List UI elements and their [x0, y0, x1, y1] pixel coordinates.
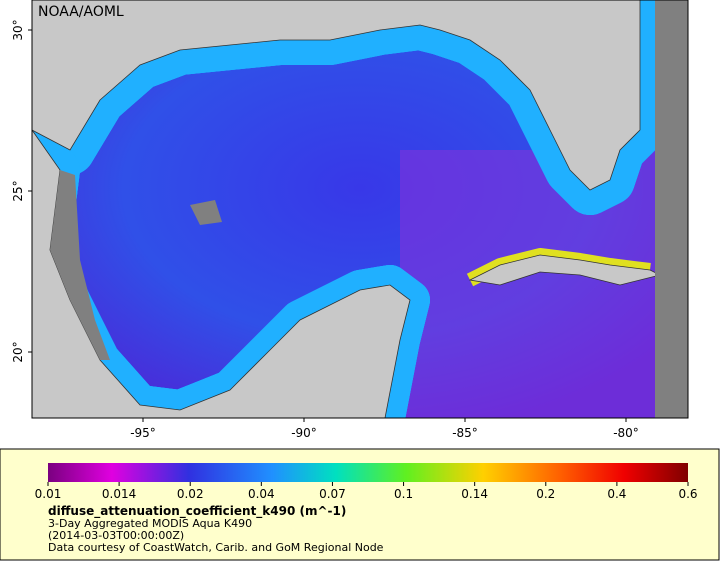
- colorbar-tick-label: 0.04: [248, 487, 275, 501]
- lat-tick-label: 20°: [11, 341, 25, 362]
- colorbar-tick-label: 0.07: [319, 487, 346, 501]
- no-data: [190, 200, 222, 225]
- legend-source: Data courtesy of CoastWatch, Carib. and …: [48, 541, 384, 554]
- map-area: [32, 0, 688, 418]
- colorbar-tick-label: 0.14: [461, 487, 488, 501]
- colorbar-tick-label: 0.01: [35, 487, 62, 501]
- no-data: [50, 170, 110, 360]
- credit: NOAA/AOML: [38, 4, 124, 20]
- colorbar-ticks: 0.01 0.014 0.02 0.04 0.07 0.1 0.14 0.2 0.4 0.6: [35, 482, 698, 501]
- legend-variable: diffuse_attenuation_coefficient_k490 (m^…: [48, 504, 346, 519]
- lat-ticks: 30° 25° 20°: [11, 19, 32, 363]
- colorbar-tick-label: 0.2: [536, 487, 555, 501]
- legend-product: 3-Day Aggregated MODIS Aqua K490: [48, 517, 252, 530]
- legend-time: (2014-03-03T00:00:00Z): [48, 529, 184, 542]
- lat-tick-label: 25°: [11, 180, 25, 201]
- colorbar: [48, 463, 688, 482]
- lon-tick-label: -90°: [291, 426, 317, 440]
- colorbar-tick-label: 0.014: [102, 487, 136, 501]
- lon-tick-label: -95°: [130, 426, 156, 440]
- lat-tick-label: 30°: [11, 19, 25, 40]
- colorbar-tick-label: 0.1: [394, 487, 413, 501]
- lon-tick-label: -85°: [452, 426, 478, 440]
- colorbar-tick-label: 0.02: [177, 487, 204, 501]
- no-data: [655, 0, 688, 418]
- map-frame: [31, 0, 689, 419]
- colorbar-tick-label: 0.4: [607, 487, 626, 501]
- land-usa: [32, 0, 641, 191]
- lon-tick-label: -80°: [613, 426, 639, 440]
- colorbar-tick-label: 0.6: [678, 487, 697, 501]
- lon-ticks: -95° -90° -85° -80°: [130, 418, 639, 440]
